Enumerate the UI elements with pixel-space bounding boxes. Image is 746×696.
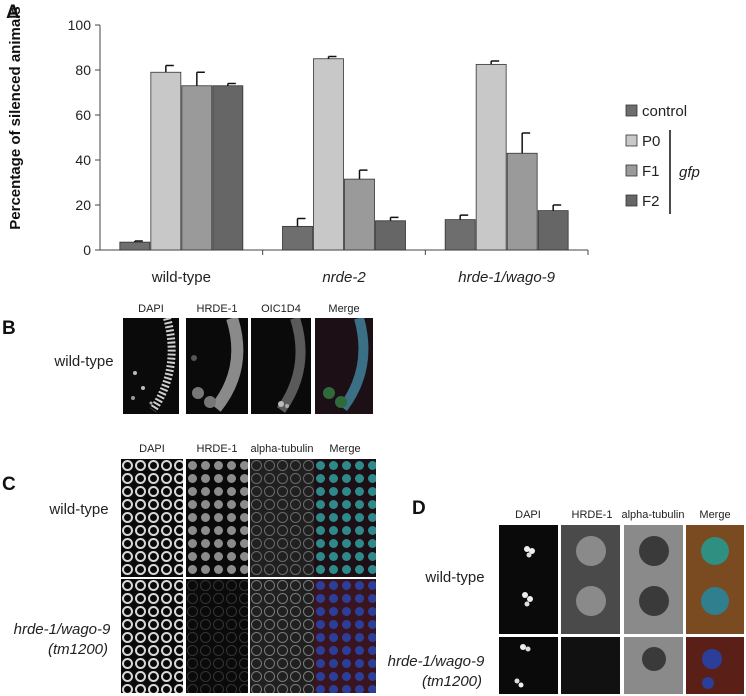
panel-c-row1-label: wild-type (49, 501, 109, 518)
panel-b-row-label: wild-type (54, 353, 114, 370)
legend-label-f2: F2 (642, 193, 660, 210)
panel-d-header-dapi: DAPI (515, 509, 541, 521)
panel-d-merge-wt-image (686, 525, 744, 634)
panel-c-hrde1-mut-image (186, 579, 248, 693)
panel-c-header-dapi: DAPI (139, 443, 165, 455)
panel-c-dapi-mut-image (121, 579, 183, 693)
panel-d-hrde1-mut-image (561, 637, 620, 694)
bar-p0 (475, 63, 507, 251)
bar-control (444, 219, 476, 251)
legend-swatch-f1 (625, 164, 638, 177)
panel-b-merge-image (315, 318, 373, 414)
y-tick-label: 0 (83, 242, 91, 258)
bar-f1 (344, 178, 375, 251)
y-tick-label: 40 (75, 152, 91, 168)
y-tick-label: 100 (68, 17, 92, 33)
panel-d-row2-label-line2: (tm1200) (421, 673, 483, 690)
x-category-label: hrde-1/wago-9 (458, 269, 555, 286)
panel-c-merge-mut-image (314, 579, 376, 693)
panel-d-row1-label: wild-type (425, 569, 485, 586)
panel-d-header-merge: Merge (699, 509, 731, 521)
bar-f1 (181, 85, 213, 251)
legend-label-p0: P0 (642, 133, 660, 150)
x-category-label: nrde-2 (322, 269, 366, 286)
panel-c-letter: C (2, 474, 16, 495)
panel-d-row2-label-line1: hrde-1/wago-9 (387, 653, 485, 670)
panel-c-dapi-wt-image (121, 459, 183, 577)
panel-b-header-oic1d4: OIC1D4 (261, 303, 301, 315)
legend-swatch-f2 (625, 194, 638, 207)
y-axis-label: Percentage of silenced animals (7, 6, 24, 229)
bar-chart: Percentage of silenced animals 0 20 40 60 80… (7, 6, 700, 286)
panel-c-header-merge: Merge (329, 443, 361, 455)
panel-d-dapi-mut-image (499, 637, 558, 694)
panel-c-tubulin-wt-image (250, 459, 314, 577)
panel-d-header-hrde1: HRDE-1 (571, 509, 613, 521)
panel-c-header-hrde1: HRDE-1 (196, 443, 238, 455)
panel-c-row2-label-line2: (tm1200) (47, 641, 109, 658)
panel-d-tubulin-wt-image (624, 525, 683, 634)
panel-b-header-hrde1: HRDE-1 (196, 303, 238, 315)
bar-control (282, 225, 313, 251)
panel-d-dapi-wt-image (499, 525, 558, 634)
panel-a-letter: A (6, 2, 20, 23)
bar-f2 (375, 220, 406, 251)
y-tick-label: 20 (75, 197, 91, 213)
panel-b-header-merge: Merge (328, 303, 360, 315)
bar-f2 (212, 85, 244, 251)
panel-c-hrde1-wt-image (186, 459, 248, 577)
bar-f1 (506, 152, 538, 251)
legend-label-f1: F1 (642, 163, 660, 180)
panel-c-row2-label-line1: hrde-1/wago-9 (13, 621, 111, 638)
bar-f2 (537, 210, 569, 251)
panel-d-header-tubulin: alpha-tubulin (621, 509, 685, 521)
gfp-bracket-label: gfp (679, 164, 700, 181)
legend-swatch-p0 (625, 134, 638, 147)
panel-d-merge-mut-image (686, 637, 744, 694)
bar-control (119, 241, 151, 251)
legend-label-control: control (642, 103, 687, 120)
panel-d-letter: D (412, 498, 426, 519)
panel-d-hrde1-wt-image (561, 525, 620, 634)
panel-b-letter: B (2, 318, 16, 339)
y-tick-label: 80 (75, 62, 91, 78)
panel-b-hrde1-image (186, 318, 248, 414)
panel-c-tubulin-mut-image (250, 579, 314, 693)
legend-swatch-control (625, 104, 638, 117)
bar-p0 (313, 58, 344, 251)
panel-b-header-dapi: DAPI (138, 303, 164, 315)
panel-d-tubulin-mut-image (624, 637, 683, 694)
x-category-label: wild-type (151, 269, 211, 286)
y-tick-label: 60 (75, 107, 91, 123)
bar-p0 (150, 71, 182, 251)
panel-b-dapi-image (123, 318, 179, 414)
panel-c-header-tubulin: alpha-tubulin (250, 443, 314, 455)
panel-c-merge-wt-image (314, 459, 376, 577)
panel-b-oic1d4-image (251, 318, 311, 414)
